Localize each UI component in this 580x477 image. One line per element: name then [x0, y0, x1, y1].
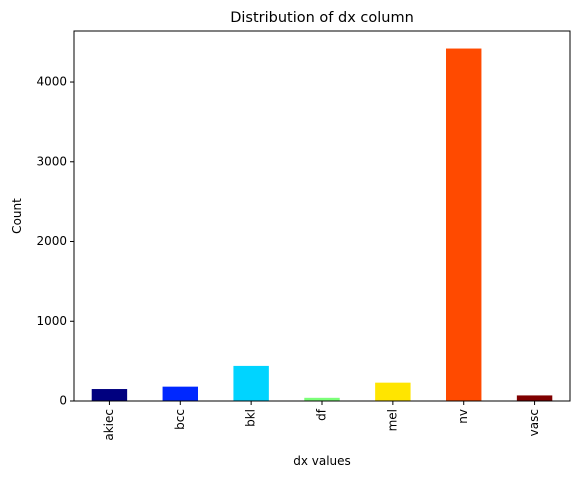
bar-mel [375, 382, 411, 401]
y-tick-label-3000: 3000 [36, 154, 67, 168]
x-tick-label-bcc: bcc [173, 409, 187, 430]
bar-nv [446, 48, 482, 401]
plot-frame [73, 30, 571, 402]
y-tick-label-0: 0 [59, 394, 67, 408]
y-axis-label: Count [10, 198, 24, 234]
x-tick-label-mel: mel [385, 409, 399, 431]
bar-bkl [233, 365, 269, 401]
bar-akiec [91, 389, 128, 401]
chart-title: Distribution of dx column [230, 10, 414, 26]
y-tick-label-1000: 1000 [36, 314, 67, 328]
x-tick-label-vasc: vasc [527, 409, 541, 436]
x-axis-label: dx values [293, 454, 351, 468]
y-tick-label-2000: 2000 [36, 234, 67, 248]
bar-vasc [516, 395, 553, 401]
y-tick-label-4000: 4000 [36, 75, 67, 89]
bar-df [304, 397, 340, 401]
x-tick-label-df: df [315, 408, 329, 421]
bar-bcc [162, 386, 198, 401]
x-tick-label-nv: nv [456, 409, 470, 424]
x-tick-label-akiec: akiec [102, 409, 116, 441]
x-tick-label-bkl: bkl [244, 409, 258, 427]
plot-area: akiec bcc bkl df mel nv vasc 0 1000 2000 3000 4000 [36, 30, 571, 441]
